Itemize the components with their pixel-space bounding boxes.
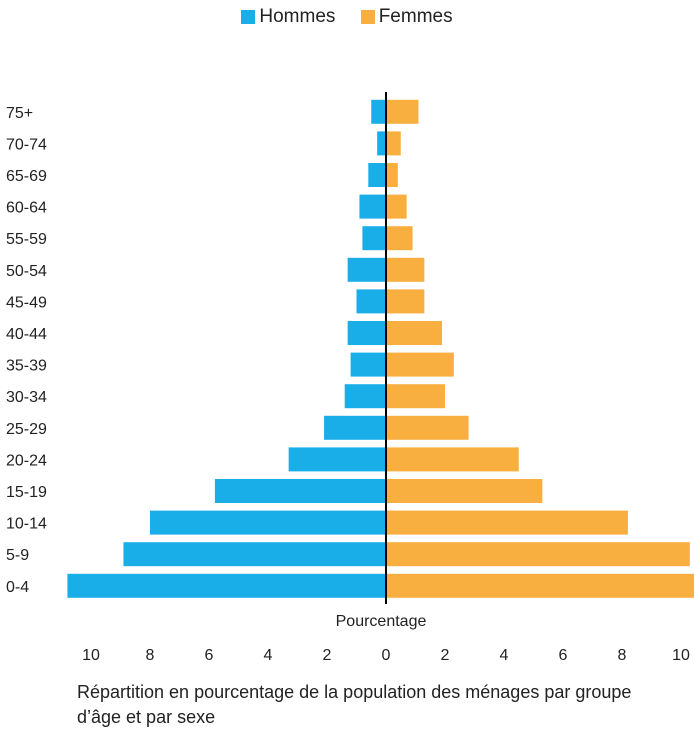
bar-hommes-70-74 xyxy=(377,131,386,156)
category-label-35-39: 35-39 xyxy=(6,358,47,375)
x-tick-label: 6 xyxy=(559,647,568,664)
bar-femmes-65-69 xyxy=(386,163,398,187)
bar-femmes-10-14 xyxy=(386,510,628,535)
bar-femmes-40-44 xyxy=(386,321,443,345)
bar-femmes-30-34 xyxy=(386,384,445,409)
legend-swatch-hommes xyxy=(241,10,256,24)
bar-femmes-0-4 xyxy=(386,573,694,598)
bar-femmes-70-74 xyxy=(386,131,401,156)
bar-hommes-55-59 xyxy=(362,226,386,251)
x-tick-label: 10 xyxy=(672,647,690,664)
legend-label-femmes: Femmes xyxy=(378,6,453,27)
category-label-60-64: 60-64 xyxy=(6,200,47,217)
category-label-50-54: 50-54 xyxy=(6,263,47,280)
category-label-40-44: 40-44 xyxy=(6,326,47,343)
category-label-70-74: 70-74 xyxy=(6,136,47,153)
bar-femmes-35-39 xyxy=(386,352,454,377)
bar-hommes-50-54 xyxy=(347,257,386,282)
category-label-15-19: 15-19 xyxy=(6,484,47,501)
category-label-10-14: 10-14 xyxy=(6,516,47,533)
x-tick-label: 8 xyxy=(618,647,627,664)
category-label-55-59: 55-59 xyxy=(6,231,47,248)
bar-hommes-40-44 xyxy=(347,321,386,345)
category-label-75+: 75+ xyxy=(6,105,33,122)
bar-femmes-75+ xyxy=(386,99,419,124)
chart-legend: Hommes Femmes xyxy=(0,6,694,30)
bar-hommes-45-49 xyxy=(356,289,386,314)
bar-femmes-50-54 xyxy=(386,257,425,282)
legend-item-hommes: Hommes xyxy=(241,6,335,28)
x-tick-label: 8 xyxy=(146,647,155,664)
bar-hommes-20-24 xyxy=(288,447,386,472)
x-tick-label: 0 xyxy=(382,647,391,664)
bar-hommes-75+ xyxy=(371,99,386,124)
bar-femmes-60-64 xyxy=(386,194,407,219)
x-axis-label: Pourcentage xyxy=(336,613,427,630)
x-tick-label: 4 xyxy=(500,647,509,664)
category-label-20-24: 20-24 xyxy=(6,452,47,469)
bar-hommes-25-29 xyxy=(324,415,386,440)
bar-hommes-15-19 xyxy=(214,479,386,503)
bar-femmes-15-19 xyxy=(386,479,543,503)
x-tick-label: 10 xyxy=(82,647,100,664)
category-label-5-9: 5-9 xyxy=(6,547,29,564)
category-label-25-29: 25-29 xyxy=(6,421,47,438)
bar-hommes-30-34 xyxy=(344,384,386,409)
category-label-30-34: 30-34 xyxy=(6,389,47,406)
bar-femmes-25-29 xyxy=(386,415,469,440)
legend-swatch-femmes xyxy=(360,10,375,24)
bar-femmes-55-59 xyxy=(386,226,413,251)
bar-hommes-65-69 xyxy=(368,163,386,187)
category-label-0-4: 0-4 xyxy=(6,579,29,596)
x-tick-label: 4 xyxy=(264,647,273,664)
legend-label-hommes: Hommes xyxy=(259,6,336,27)
bar-femmes-5-9 xyxy=(386,542,690,567)
bar-hommes-60-64 xyxy=(359,194,386,219)
bar-femmes-45-49 xyxy=(386,289,425,314)
chart-caption: Répartition en pourcentage de la populat… xyxy=(77,682,632,727)
bar-hommes-0-4 xyxy=(67,573,387,598)
category-label-45-49: 45-49 xyxy=(6,294,47,311)
bar-femmes-20-24 xyxy=(386,447,519,472)
bar-hommes-5-9 xyxy=(123,542,386,567)
legend-item-femmes: Femmes xyxy=(360,6,453,28)
bar-hommes-35-39 xyxy=(350,352,386,377)
x-tick-label: 2 xyxy=(441,647,450,664)
x-tick-label: 6 xyxy=(205,647,214,664)
x-tick-label: 2 xyxy=(323,647,332,664)
population-pyramid-chart: 0-4 5-9 10-14 15-19 20-24 25-29 30-34 35-39 40-4… xyxy=(6,92,694,664)
bar-hommes-10-14 xyxy=(150,510,386,535)
category-label-65-69: 65-69 xyxy=(6,168,47,185)
